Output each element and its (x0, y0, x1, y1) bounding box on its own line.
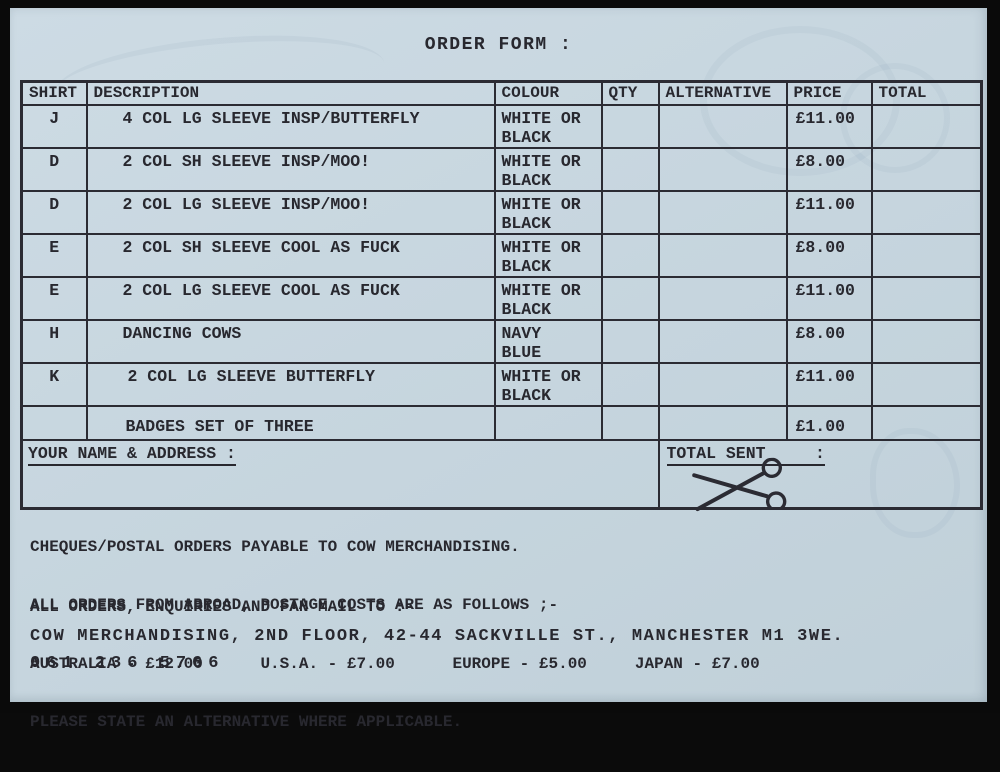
price-cell: £8.00 (785, 147, 873, 192)
alternative-line: PLEASE STATE AN ALTERNATIVE WHERE APPLIC… (30, 713, 463, 732)
alternative-cell (657, 405, 788, 441)
price-cell: £1.00 (785, 405, 873, 441)
price-cell: £8.00 (785, 233, 873, 278)
table-row: E 2 COL SH SLEEVE COOL AS FUCK WHITE OR … (20, 233, 983, 278)
total-cell (870, 104, 983, 149)
col-header-total: TOTAL (870, 80, 983, 106)
abroad-line: ALL ORDERS FROM ABROAD, POSTAGE COSTS AR… (30, 596, 559, 615)
colour-cell: WHITE OR BLACK (493, 190, 603, 235)
col-header-alternative: ALTERNATIVE (657, 80, 788, 106)
qty-cell (600, 276, 660, 321)
total-cell (870, 319, 983, 364)
description-cell: 2 COL LG SLEEVE BUTTERFLY (85, 362, 496, 407)
shirt-code-cell: E (20, 233, 88, 278)
scanned-order-form: ORDER FORM : SHIRT DESCRIPTION COLOUR QT… (10, 8, 987, 732)
name-address-row: YOUR NAME & ADDRESS : TOTAL SENT : (20, 439, 983, 509)
total-cell (870, 276, 983, 321)
description-cell: 4 COL LG SLEEVE INSP/BUTTERFLY (85, 104, 496, 149)
name-address-cell: YOUR NAME & ADDRESS : (20, 439, 660, 509)
price-cell: £11.00 (785, 276, 873, 321)
table-row: BADGES SET OF THREE £1.00 (20, 405, 983, 441)
total-sent-cell: TOTAL SENT : (657, 439, 983, 509)
description-cell: 2 COL SH SLEEVE COOL AS FUCK (85, 233, 496, 278)
table-row: H DANCING COWS NAVY BLUE £8.00 (20, 319, 983, 364)
colour-cell: NAVY BLUE (493, 319, 603, 364)
col-header-price: PRICE (785, 80, 873, 106)
name-address-label: YOUR NAME & ADDRESS : (28, 444, 236, 466)
alternative-cell (657, 319, 788, 364)
postage-line: AUSTRALIA - £12.00 U.S.A. - £7.00 EUROPE… (30, 654, 760, 673)
col-header-shirt: SHIRT (20, 80, 88, 106)
qty-cell (600, 104, 660, 149)
qty-cell (600, 319, 660, 364)
col-header-colour: COLOUR (493, 80, 603, 106)
shirt-code-cell: D (20, 147, 88, 192)
price-cell: £8.00 (785, 319, 873, 364)
table-row: D 2 COL LG SLEEVE INSP/MOO! WHITE OR BLA… (20, 190, 983, 235)
description-cell: 2 COL LG SLEEVE INSP/MOO! (85, 190, 496, 235)
table-row: K 2 COL LG SLEEVE BUTTERFLY WHITE OR BLA… (20, 362, 983, 407)
shirt-code-cell: D (20, 190, 88, 235)
colour-cell (493, 405, 603, 441)
qty-cell (600, 362, 660, 407)
total-cell (870, 233, 983, 278)
table-row: D 2 COL SH SLEEVE INSP/MOO! WHITE OR BLA… (20, 147, 983, 192)
alternative-cell (657, 233, 788, 278)
total-cell (870, 190, 983, 235)
total-sent-label: TOTAL SENT : (666, 444, 825, 466)
total-cell (870, 405, 983, 441)
qty-cell (600, 233, 660, 278)
colour-cell: WHITE OR BLACK (493, 147, 603, 192)
scissors-icon (691, 457, 790, 516)
alternative-cell (657, 276, 788, 321)
description-cell: BADGES SET OF THREE (85, 405, 496, 441)
shirt-code-cell: J (20, 104, 88, 149)
order-table: SHIRT DESCRIPTION COLOUR QTY ALTERNATIVE… (20, 80, 983, 510)
qty-cell (600, 147, 660, 192)
col-header-qty: QTY (600, 80, 660, 106)
total-cell (870, 362, 983, 407)
colour-cell: WHITE OR BLACK (493, 233, 603, 278)
price-cell: £11.00 (785, 190, 873, 235)
colour-cell: WHITE OR BLACK (493, 276, 603, 321)
phone-number: 061 236 5766 (30, 654, 225, 673)
alternative-cell (657, 190, 788, 235)
qty-cell (600, 405, 660, 441)
shirt-code-cell: H (20, 319, 88, 364)
address-line: COW MERCHANDISING, 2ND FLOOR, 42-44 SACK… (30, 627, 845, 646)
table-header-row: SHIRT DESCRIPTION COLOUR QTY ALTERNATIVE… (20, 80, 983, 106)
total-cell (870, 147, 983, 192)
col-header-description: DESCRIPTION (85, 80, 496, 106)
table-row: E 2 COL LG SLEEVE COOL AS FUCK WHITE OR … (20, 276, 983, 321)
shirt-code-cell: K (20, 362, 88, 407)
qty-cell (600, 190, 660, 235)
colour-cell: WHITE OR BLACK (493, 104, 603, 149)
description-cell: 2 COL SH SLEEVE INSP/MOO! (85, 147, 496, 192)
alternative-cell (657, 147, 788, 192)
table-row: J 4 COL LG SLEEVE INSP/BUTTERFLY WHITE O… (20, 104, 983, 149)
shirt-code-cell: E (20, 276, 88, 321)
shirt-code-cell (20, 405, 88, 441)
payable-line: CHEQUES/POSTAL ORDERS PAYABLE TO COW MER… (30, 538, 520, 556)
alternative-cell (657, 104, 788, 149)
price-cell: £11.00 (785, 362, 873, 407)
price-cell: £11.00 (785, 104, 873, 149)
colour-cell: WHITE OR BLACK (493, 362, 603, 407)
paper-sheet: ORDER FORM : SHIRT DESCRIPTION COLOUR QT… (10, 8, 987, 731)
description-cell: 2 COL LG SLEEVE COOL AS FUCK (85, 276, 496, 321)
page-title: ORDER FORM : (424, 35, 573, 55)
description-cell: DANCING COWS (85, 319, 496, 364)
alternative-cell (657, 362, 788, 407)
contact-line: ALL ORDERS, ENQUIRIES AND FAN MAIL TO :- (30, 598, 415, 616)
